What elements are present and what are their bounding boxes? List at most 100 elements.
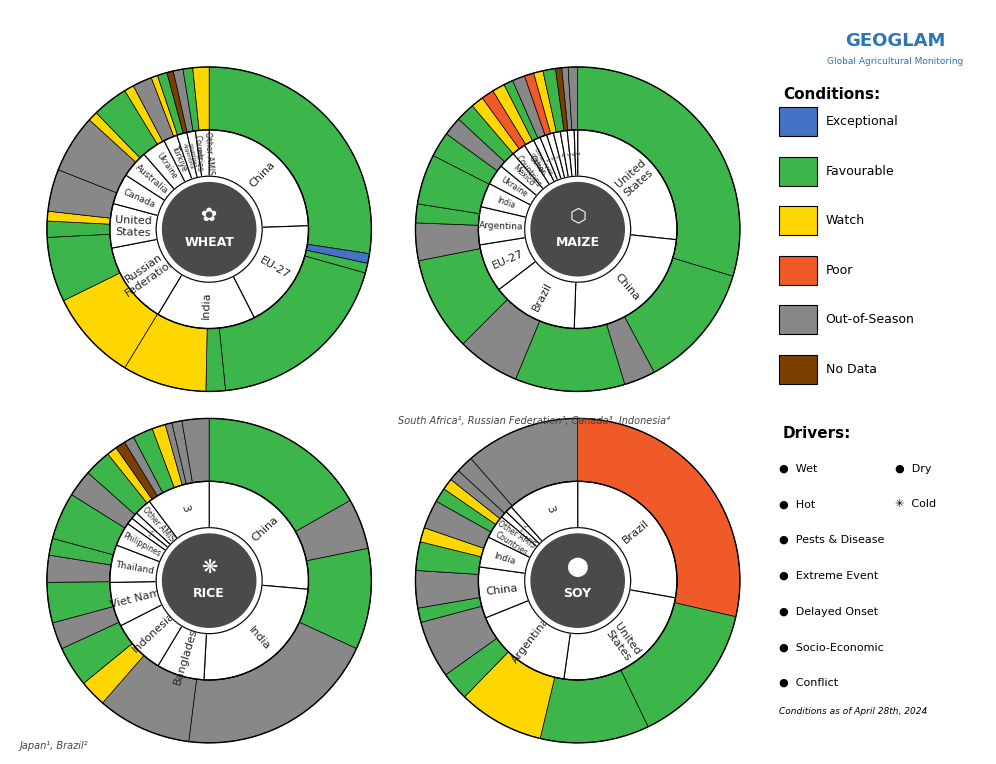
Text: Drivers:: Drivers:	[783, 426, 852, 441]
Wedge shape	[47, 221, 110, 238]
Text: Other AMIS: Other AMIS	[140, 505, 176, 543]
Wedge shape	[564, 590, 675, 680]
Text: Brazil: Brazil	[621, 518, 651, 545]
Wedge shape	[554, 131, 569, 178]
Wedge shape	[511, 481, 578, 541]
Text: 3: 3	[545, 504, 557, 515]
Wedge shape	[418, 248, 507, 344]
Wedge shape	[472, 98, 519, 154]
Wedge shape	[84, 643, 143, 703]
Wedge shape	[560, 131, 572, 177]
Wedge shape	[578, 67, 740, 277]
Wedge shape	[158, 274, 254, 329]
Text: ●  Socio-Economic: ● Socio-Economic	[779, 643, 883, 652]
Wedge shape	[506, 507, 542, 544]
Text: Exceptional: Exceptional	[826, 115, 898, 128]
Wedge shape	[188, 622, 357, 743]
Wedge shape	[471, 419, 578, 506]
Text: Poor: Poor	[826, 264, 853, 277]
Wedge shape	[49, 539, 114, 565]
Wedge shape	[415, 571, 480, 608]
Wedge shape	[151, 76, 177, 137]
Wedge shape	[574, 130, 578, 176]
Wedge shape	[195, 130, 209, 176]
Wedge shape	[219, 256, 366, 390]
Wedge shape	[165, 422, 186, 485]
Wedge shape	[540, 670, 648, 743]
Wedge shape	[567, 130, 576, 176]
Text: Argentina: Argentina	[510, 616, 552, 665]
Text: ●  Delayed Onset: ● Delayed Onset	[779, 607, 877, 617]
Wedge shape	[540, 135, 561, 180]
Wedge shape	[58, 120, 135, 193]
Wedge shape	[578, 419, 740, 617]
Wedge shape	[108, 448, 152, 503]
Wedge shape	[187, 131, 202, 177]
Wedge shape	[204, 585, 308, 680]
Wedge shape	[110, 203, 158, 248]
Wedge shape	[489, 166, 537, 205]
Wedge shape	[209, 67, 372, 254]
Text: No Data: No Data	[826, 363, 876, 376]
Text: Favourable: Favourable	[826, 165, 894, 178]
Text: Brazil: Brazil	[531, 280, 555, 313]
Wedge shape	[463, 299, 540, 379]
Text: 3: 3	[554, 154, 560, 158]
Text: United
States: United States	[614, 158, 655, 199]
Wedge shape	[209, 419, 351, 532]
Wedge shape	[296, 500, 369, 561]
Wedge shape	[444, 480, 500, 524]
Bar	[779, 206, 817, 235]
Text: ●  Extreme Event: ● Extreme Event	[779, 571, 877, 581]
Text: GEOGLAM: GEOGLAM	[845, 32, 945, 50]
Bar	[779, 306, 817, 335]
Wedge shape	[445, 638, 508, 697]
Wedge shape	[504, 80, 538, 141]
Text: South Africa¹, Russian Federation², Canada³, Indonesia⁴: South Africa¹, Russian Federation², Cana…	[398, 416, 670, 426]
Wedge shape	[62, 622, 132, 683]
Wedge shape	[482, 91, 526, 149]
Text: 1: 1	[145, 532, 151, 538]
Text: Other AMIS
Countries: Other AMIS Countries	[490, 520, 537, 559]
Text: China: China	[614, 271, 641, 302]
Wedge shape	[209, 481, 309, 589]
Circle shape	[162, 534, 256, 627]
Wedge shape	[97, 91, 157, 158]
Wedge shape	[568, 67, 578, 130]
Wedge shape	[209, 130, 309, 228]
Text: ⬤: ⬤	[567, 558, 589, 577]
Wedge shape	[547, 133, 565, 179]
Text: 3: 3	[179, 503, 191, 513]
Wedge shape	[499, 261, 576, 329]
Wedge shape	[446, 119, 505, 171]
Wedge shape	[481, 183, 531, 217]
Wedge shape	[534, 71, 557, 134]
Wedge shape	[502, 512, 540, 546]
Wedge shape	[173, 69, 193, 132]
Wedge shape	[417, 597, 482, 623]
Text: ✳  Cold: ✳ Cold	[895, 500, 936, 510]
Text: India: India	[246, 624, 272, 652]
Text: Argentina: Argentina	[479, 222, 524, 231]
Wedge shape	[110, 545, 159, 582]
Wedge shape	[436, 489, 496, 532]
Text: ●  Pests & Disease: ● Pests & Disease	[779, 535, 884, 545]
Wedge shape	[47, 555, 112, 582]
Wedge shape	[133, 429, 174, 493]
Wedge shape	[164, 135, 192, 182]
Wedge shape	[110, 581, 162, 626]
Wedge shape	[300, 549, 372, 649]
Circle shape	[156, 528, 262, 633]
Wedge shape	[420, 528, 484, 557]
Text: India: India	[496, 196, 517, 210]
Wedge shape	[415, 542, 481, 575]
Wedge shape	[574, 235, 676, 329]
Wedge shape	[112, 239, 182, 314]
Text: ⬡: ⬡	[569, 206, 587, 225]
Wedge shape	[158, 626, 206, 680]
Wedge shape	[513, 145, 550, 189]
Wedge shape	[117, 523, 165, 562]
Wedge shape	[47, 235, 120, 301]
Text: SOY: SOY	[564, 588, 592, 601]
Wedge shape	[152, 425, 182, 487]
